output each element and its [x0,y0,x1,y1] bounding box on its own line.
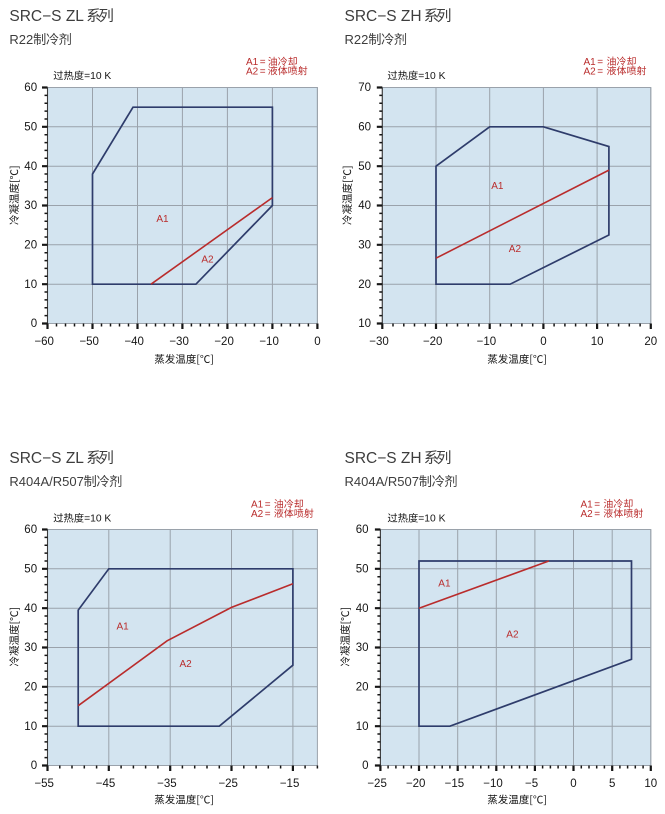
svg-text:−15: −15 [280,778,300,790]
svg-text:−45: −45 [96,778,116,790]
svg-text:30: 30 [358,240,371,252]
svg-text:5: 5 [609,778,615,790]
svg-text:40: 40 [24,161,37,173]
svg-text:60: 60 [358,122,371,134]
svg-text:20: 20 [356,682,369,694]
svg-text:30: 30 [24,642,37,654]
svg-text:0: 0 [31,318,37,330]
svg-text:10: 10 [356,721,369,733]
svg-text:50: 50 [356,564,369,576]
svg-text:10: 10 [24,279,37,291]
svg-text:=10 K: =10 K [418,514,445,525]
svg-text:0: 0 [540,336,546,348]
svg-text:70: 70 [358,82,371,94]
svg-text:−35: −35 [157,778,177,790]
svg-text:0: 0 [314,336,320,348]
svg-text:A2: A2 [584,66,597,77]
svg-text:=: = [594,499,600,510]
svg-text:20: 20 [24,240,37,252]
svg-text:30: 30 [24,200,37,212]
svg-text:10: 10 [591,336,604,348]
svg-text:SRC−S ZL: SRC−S ZL [9,8,84,25]
svg-text:50: 50 [24,564,37,576]
svg-text:A2: A2 [251,509,264,520]
svg-text:R22: R22 [9,32,33,47]
svg-text:R404A/R507: R404A/R507 [9,474,83,489]
svg-text:10: 10 [24,721,37,733]
svg-text:=10 K: =10 K [84,71,111,82]
svg-text:=: = [265,509,271,520]
svg-text:SRC−S ZH: SRC−S ZH [345,450,422,467]
svg-text:=: = [265,500,271,511]
svg-text:R404A/R507: R404A/R507 [345,474,419,489]
svg-text:50: 50 [358,161,371,173]
svg-text:−10: −10 [483,778,503,790]
svg-text:A2: A2 [201,254,214,265]
svg-text:−25: −25 [367,778,387,790]
svg-text:20: 20 [358,279,371,291]
svg-text:60: 60 [356,524,369,536]
svg-text:0: 0 [570,778,576,790]
svg-text:=: = [597,57,603,68]
svg-text:60: 60 [24,82,37,94]
svg-text:A2: A2 [581,509,594,520]
svg-text:A1: A1 [491,181,504,192]
svg-text:10: 10 [644,778,657,790]
svg-text:A1: A1 [246,57,259,68]
svg-text:A1: A1 [584,57,597,68]
svg-text:SRC−S ZL: SRC−S ZL [9,450,84,467]
svg-text:A1: A1 [581,499,594,510]
svg-text:=: = [260,66,266,77]
svg-text:−15: −15 [445,778,465,790]
svg-text:−30: −30 [369,336,389,348]
svg-text:−10: −10 [477,336,497,348]
svg-text:60: 60 [24,524,37,536]
svg-text:A2: A2 [180,659,193,670]
svg-text:SRC−S ZH: SRC−S ZH [345,8,422,25]
svg-text:0: 0 [31,760,37,772]
svg-text:A2: A2 [509,244,522,255]
svg-text:A1: A1 [251,500,264,511]
svg-text:−50: −50 [79,336,99,348]
svg-text:10: 10 [358,318,371,330]
svg-text:20: 20 [644,336,657,348]
svg-text:A1: A1 [156,214,169,225]
svg-text:A2: A2 [506,630,519,641]
svg-text:−60: −60 [34,336,54,348]
svg-text:30: 30 [356,642,369,654]
svg-text:A1: A1 [117,622,130,633]
svg-text:R22: R22 [345,32,369,47]
svg-text:=: = [597,66,603,77]
svg-text:−20: −20 [423,336,443,348]
svg-text:=10 K: =10 K [418,71,445,82]
svg-text:20: 20 [24,682,37,694]
svg-text:−10: −10 [259,336,279,348]
svg-text:−30: −30 [169,336,189,348]
svg-text:=10 K: =10 K [84,514,111,525]
svg-text:−25: −25 [218,778,238,790]
svg-text:A1: A1 [438,578,451,589]
svg-text:50: 50 [24,122,37,134]
svg-text:−20: −20 [406,778,426,790]
svg-text:−40: −40 [124,336,144,348]
svg-text:=: = [260,57,266,68]
svg-text:=: = [594,509,600,520]
svg-text:40: 40 [356,603,369,615]
svg-text:−5: −5 [525,778,538,790]
svg-text:40: 40 [24,603,37,615]
svg-text:0: 0 [362,760,368,772]
svg-text:A2: A2 [246,66,259,77]
svg-text:−55: −55 [34,778,54,790]
svg-text:−20: −20 [214,336,234,348]
svg-text:40: 40 [358,200,371,212]
